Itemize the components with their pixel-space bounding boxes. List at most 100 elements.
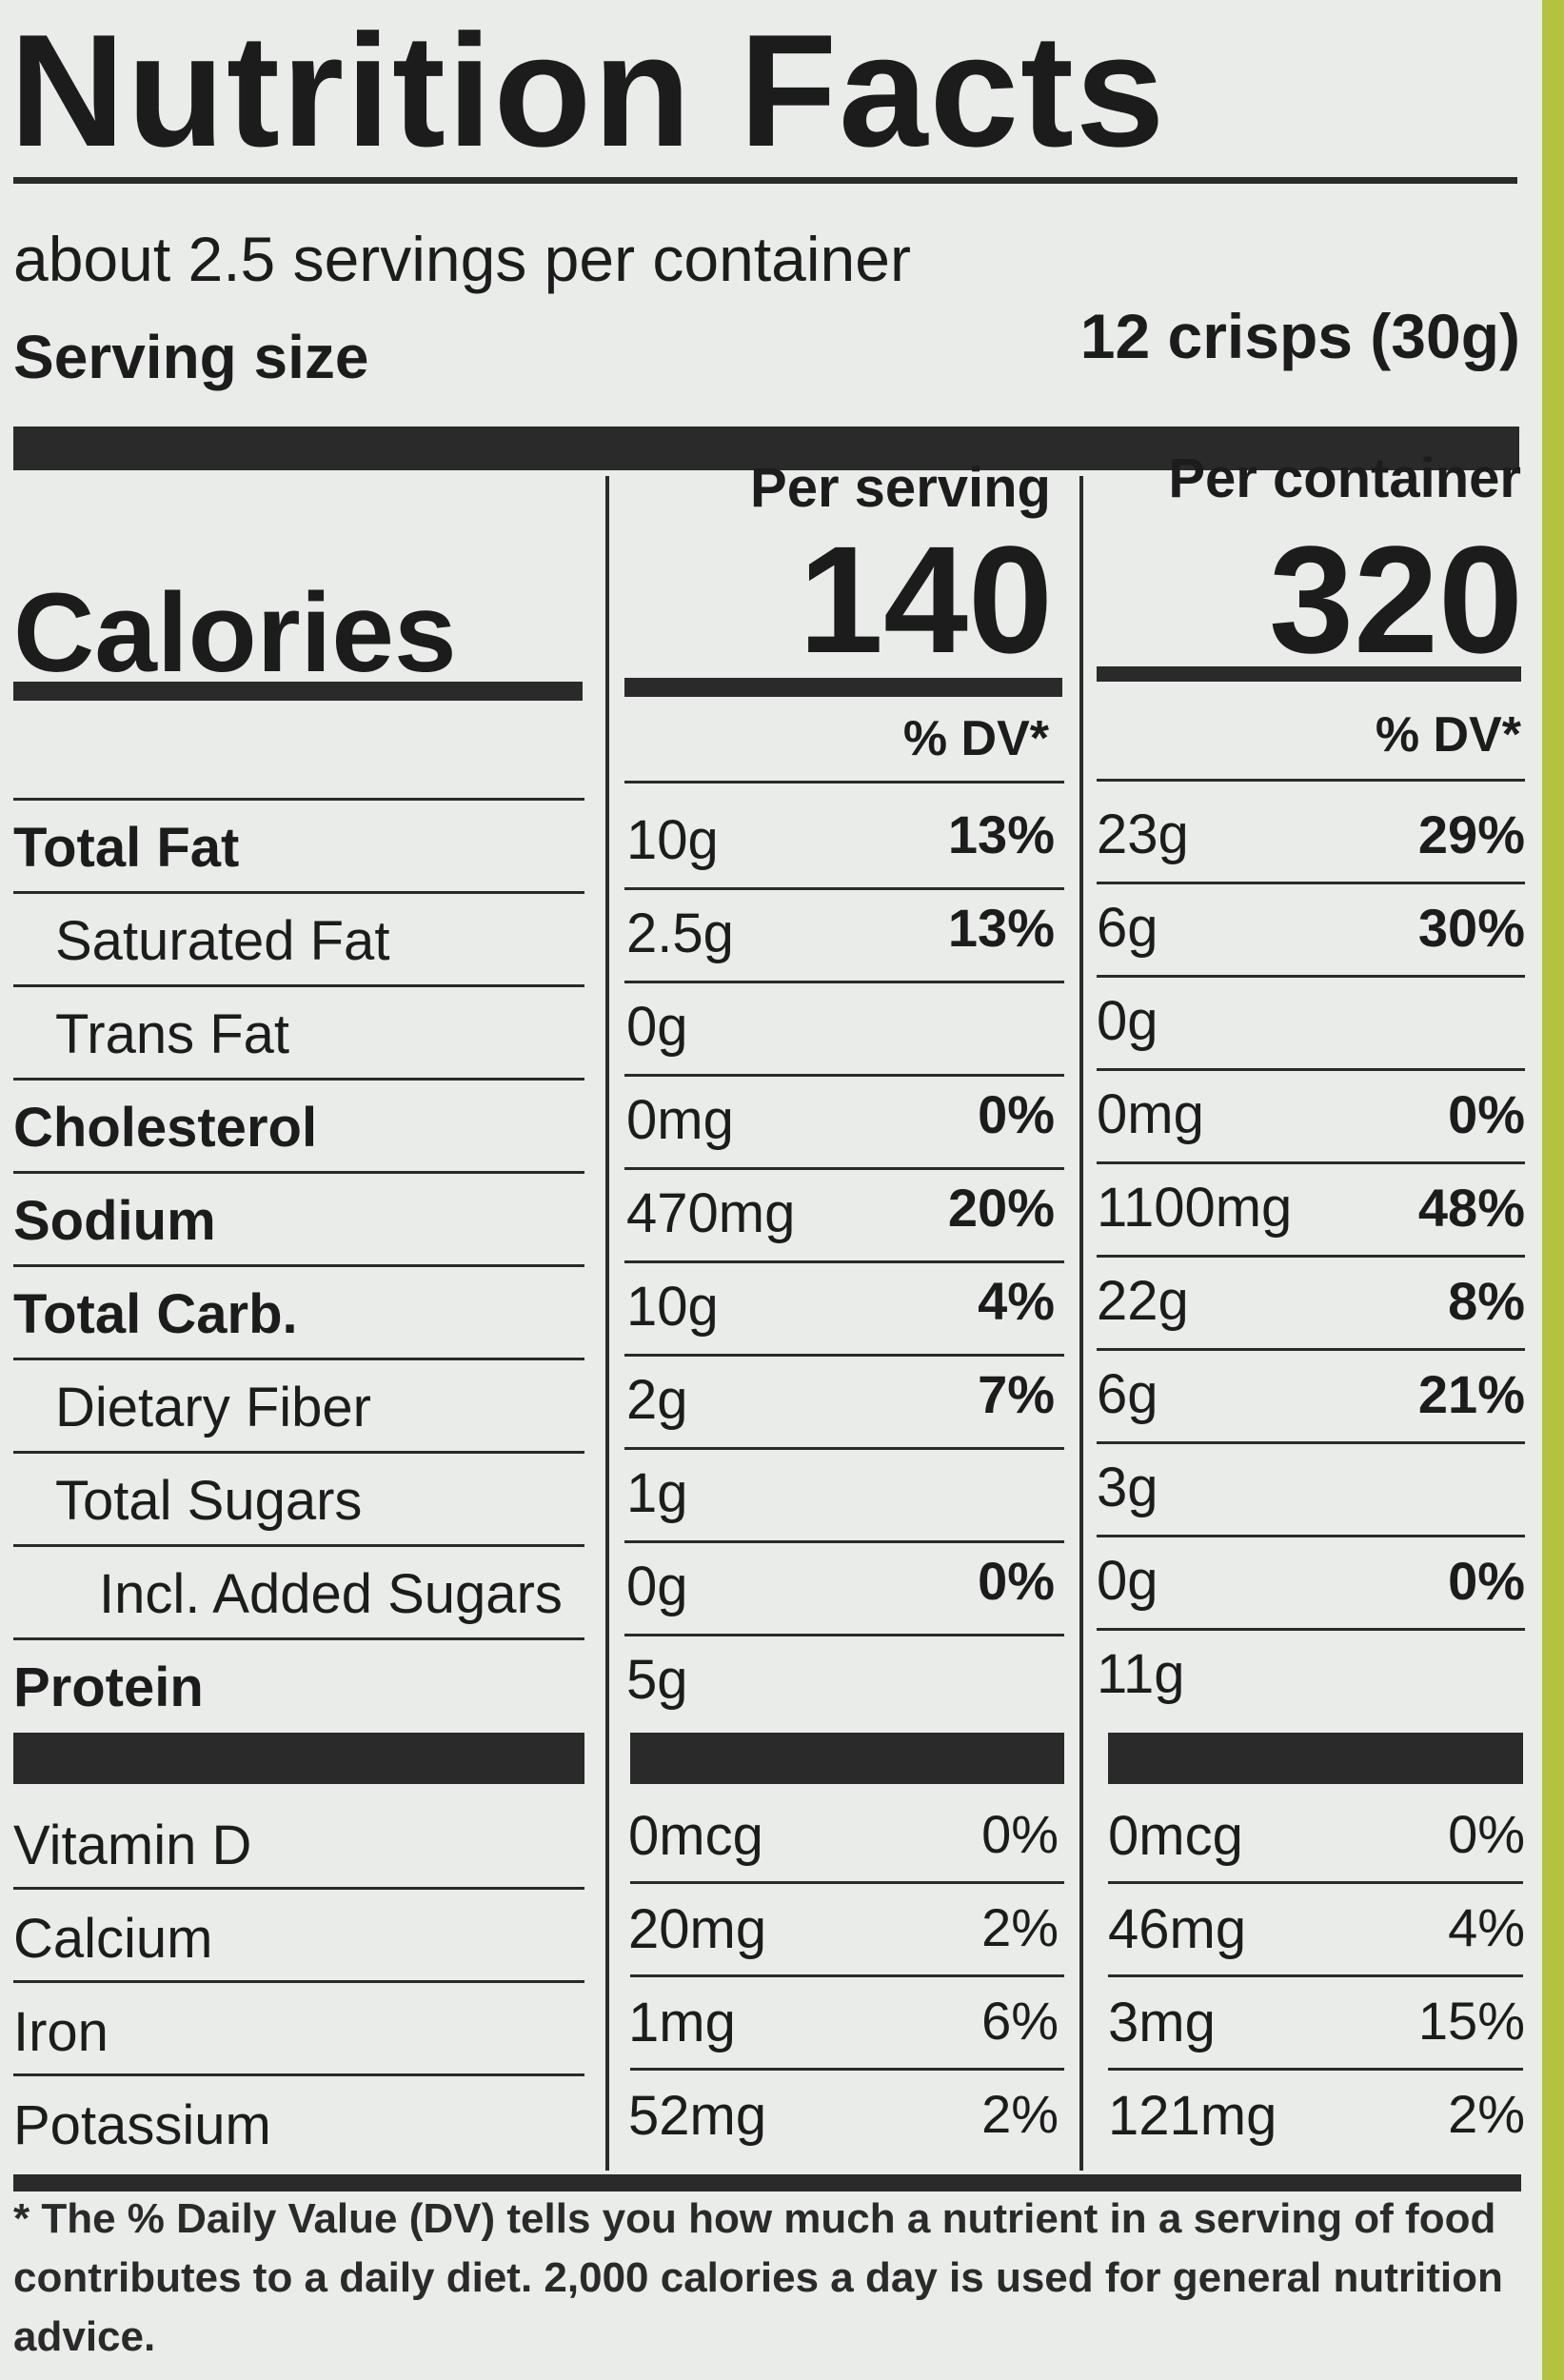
dv-header-serving: % DV* xyxy=(902,711,1049,766)
vitamin-divider xyxy=(630,1974,1064,1977)
row-divider xyxy=(1097,1348,1525,1351)
row-divider xyxy=(1097,1161,1525,1164)
container-amount: 0mg xyxy=(1097,1083,1204,1145)
serving-dv: 0% xyxy=(978,1551,1055,1611)
row-divider xyxy=(1097,1535,1525,1537)
package-edge xyxy=(1542,0,1564,2380)
row-divider xyxy=(13,891,584,894)
row-divider xyxy=(624,1167,1064,1170)
row-divider xyxy=(1097,779,1525,782)
container-dv: 0% xyxy=(1448,1084,1525,1144)
footnote-rule xyxy=(13,2174,1521,2192)
container-amount: 0g xyxy=(1097,1550,1158,1612)
row-divider xyxy=(624,1634,1064,1636)
row-divider xyxy=(1097,1255,1525,1258)
container-amount: 23g xyxy=(1097,803,1189,865)
container-amount: 6g xyxy=(1097,1363,1158,1425)
row-divider xyxy=(624,1260,1064,1263)
vitamin-container-amount: 3mg xyxy=(1108,1992,1216,2053)
per-serving-label: Per serving xyxy=(750,457,1051,519)
vitamin-divider xyxy=(630,1881,1064,1884)
vitamin-label: Iron xyxy=(13,2001,109,2063)
container-amount: 11g xyxy=(1097,1643,1185,1705)
row-divider xyxy=(624,781,1064,783)
vitamin-divider xyxy=(13,1887,584,1890)
container-dv: 30% xyxy=(1417,898,1525,958)
nutrient-label: Total Carb. xyxy=(13,1283,298,1345)
serving-amount: 2.5g xyxy=(626,902,734,964)
nutrient-label: Protein xyxy=(13,1656,204,1718)
vitamin-serving-dv: 6% xyxy=(981,1991,1059,2051)
vitamin-serving-amount: 52mg xyxy=(628,2085,767,2147)
container-dv: 48% xyxy=(1417,1178,1525,1238)
row-divider xyxy=(13,1264,584,1267)
serving-dv: 7% xyxy=(978,1364,1055,1424)
calories-per-container: 320 xyxy=(1269,514,1523,684)
row-divider xyxy=(13,798,584,801)
serving-amount: 2g xyxy=(626,1369,688,1431)
row-divider xyxy=(13,1078,584,1081)
row-divider xyxy=(1097,975,1525,978)
container-amount: 6g xyxy=(1097,897,1158,959)
nutrient-label: Trans Fat xyxy=(55,1003,290,1065)
calories-rule-mid xyxy=(624,678,1062,697)
nutrient-label: Total Sugars xyxy=(55,1470,363,1532)
container-dv: 29% xyxy=(1417,804,1525,864)
column-divider-2 xyxy=(1079,476,1083,2171)
title-rule xyxy=(13,177,1517,184)
vitamin-label: Vitamin D xyxy=(13,1815,252,1876)
servings-per-container: about 2.5 servings per container xyxy=(13,224,911,294)
row-divider xyxy=(13,1171,584,1174)
row-divider xyxy=(1097,1441,1525,1444)
serving-amount: 0g xyxy=(626,996,688,1058)
row-divider xyxy=(13,1451,584,1454)
serving-amount: 470mg xyxy=(626,1182,796,1244)
vitamin-bar-right xyxy=(1108,1733,1523,1784)
row-divider xyxy=(624,1540,1064,1543)
vitamin-container-dv: 15% xyxy=(1417,1991,1525,2051)
vitamin-divider xyxy=(1108,1974,1523,1977)
row-divider xyxy=(1097,882,1525,884)
vitamin-serving-dv: 0% xyxy=(981,1804,1059,1864)
row-divider xyxy=(624,1354,1064,1357)
serving-amount: 0g xyxy=(626,1556,688,1617)
nutrient-label: Incl. Added Sugars xyxy=(99,1563,563,1625)
nutrient-label: Dietary Fiber xyxy=(55,1377,371,1438)
serving-dv: 13% xyxy=(947,898,1055,958)
serving-dv: 13% xyxy=(947,804,1055,864)
label-title: Nutrition Facts xyxy=(10,1,1167,180)
vitamin-container-dv: 4% xyxy=(1448,1897,1525,1957)
row-divider xyxy=(13,1358,584,1360)
vitamin-serving-amount: 0mcg xyxy=(628,1805,763,1867)
nutrient-label: Total Fat xyxy=(13,817,240,879)
row-divider xyxy=(13,1544,584,1547)
footnote: * The % Daily Value (DV) tells you how m… xyxy=(13,2195,1503,2360)
vitamin-container-dv: 0% xyxy=(1448,1804,1525,1864)
nutrient-label: Cholesterol xyxy=(13,1097,318,1159)
vitamin-label: Potassium xyxy=(13,2094,271,2156)
vitamin-divider xyxy=(630,2068,1064,2071)
dv-header-container: % DV* xyxy=(1375,707,1521,763)
row-divider xyxy=(624,1447,1064,1450)
serving-dv: 0% xyxy=(978,1084,1055,1144)
vitamin-serving-dv: 2% xyxy=(981,2084,1059,2144)
row-divider xyxy=(624,1074,1064,1077)
serving-amount: 10g xyxy=(626,809,719,871)
vitamin-divider xyxy=(1108,1881,1523,1884)
row-divider xyxy=(1097,1068,1525,1071)
container-amount: 1100mg xyxy=(1097,1177,1293,1239)
row-divider xyxy=(13,1637,584,1640)
calories-per-serving: 140 xyxy=(799,514,1053,684)
serving-amount: 5g xyxy=(626,1649,688,1711)
vitamin-container-dv: 2% xyxy=(1448,2084,1525,2144)
nutrient-label: Saturated Fat xyxy=(55,910,390,972)
vitamin-serving-dv: 2% xyxy=(981,1897,1059,1957)
container-dv: 0% xyxy=(1448,1551,1525,1611)
serving-amount: 1g xyxy=(626,1462,688,1524)
container-amount: 3g xyxy=(1097,1457,1158,1518)
calories-rule-left xyxy=(13,682,583,701)
row-divider xyxy=(13,984,584,987)
per-container-label: Per container xyxy=(1168,447,1521,509)
vitamin-container-amount: 46mg xyxy=(1108,1898,1247,1960)
